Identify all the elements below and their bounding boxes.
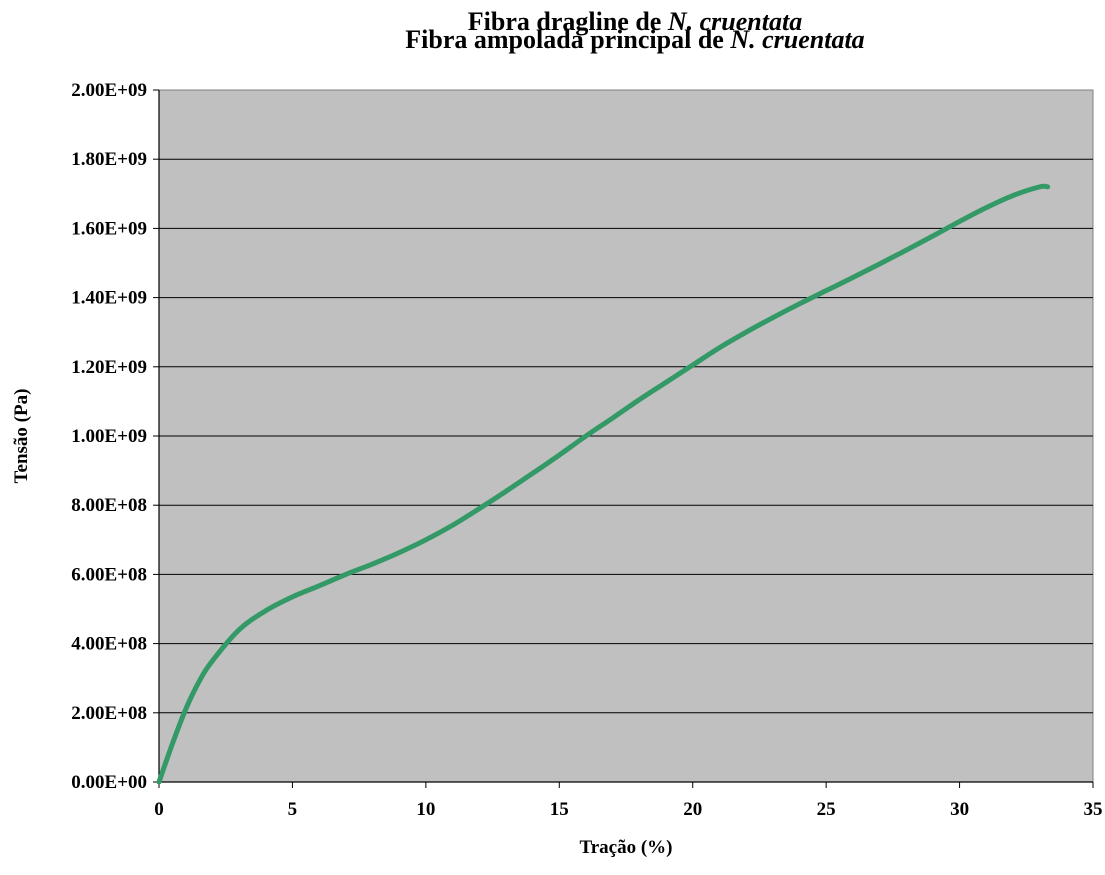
x-tick-label: 30 <box>950 799 969 820</box>
y-tick-label: 1.20E+09 <box>71 357 147 378</box>
x-axis-label: Tração (%) <box>579 837 672 858</box>
x-tick-label: 35 <box>1084 799 1103 820</box>
y-tick-label: 8.00E+08 <box>71 495 147 516</box>
y-tick-label: 6.00E+08 <box>71 564 147 585</box>
axes <box>153 89 1094 788</box>
y-tick-label: 2.00E+09 <box>71 80 147 101</box>
chart-title-line-1: Fibra dragline de N. cruentata <box>468 7 802 36</box>
y-tick-label: 1.00E+09 <box>71 426 147 447</box>
x-tick-label: 15 <box>550 799 569 820</box>
series-group <box>156 183 1051 785</box>
x-tick-labels: 0 5 10 15 20 25 30 35 <box>154 799 1102 820</box>
gridlines <box>159 158 1093 714</box>
x-tick-label: 20 <box>683 799 702 820</box>
chart-title-line-2: Fibra ampolada principal de N. cruentata <box>405 25 864 54</box>
y-tick-labels: 0.00E+00 2.00E+08 4.00E+08 6.00E+08 8.00E+08… <box>71 80 147 793</box>
series-line <box>156 183 1051 785</box>
chart-title-line-1-prefix: Fibra dragline de <box>468 7 668 36</box>
x-tick-label: 5 <box>288 799 298 820</box>
x-tick-label: 0 <box>154 799 164 820</box>
chart-title-line-1-species: N. cruentata <box>667 7 802 36</box>
y-tick-label: 0.00E+00 <box>71 772 147 793</box>
y-tick-label: 1.60E+09 <box>71 218 147 239</box>
y-axis-label: Tensão (Pa) <box>11 389 32 484</box>
y-tick-label: 4.00E+08 <box>71 634 147 655</box>
chart-title-line-2-species: N. cruentata <box>729 25 864 54</box>
y-tick-label: 1.40E+09 <box>71 288 147 309</box>
chart-title-line-2-prefix: Fibra ampolada principal de <box>405 25 730 54</box>
x-tick-label: 10 <box>416 799 435 820</box>
x-tick-label: 25 <box>817 799 836 820</box>
y-tick-label: 2.00E+08 <box>71 703 147 724</box>
y-tick-label: 1.80E+09 <box>71 149 147 170</box>
